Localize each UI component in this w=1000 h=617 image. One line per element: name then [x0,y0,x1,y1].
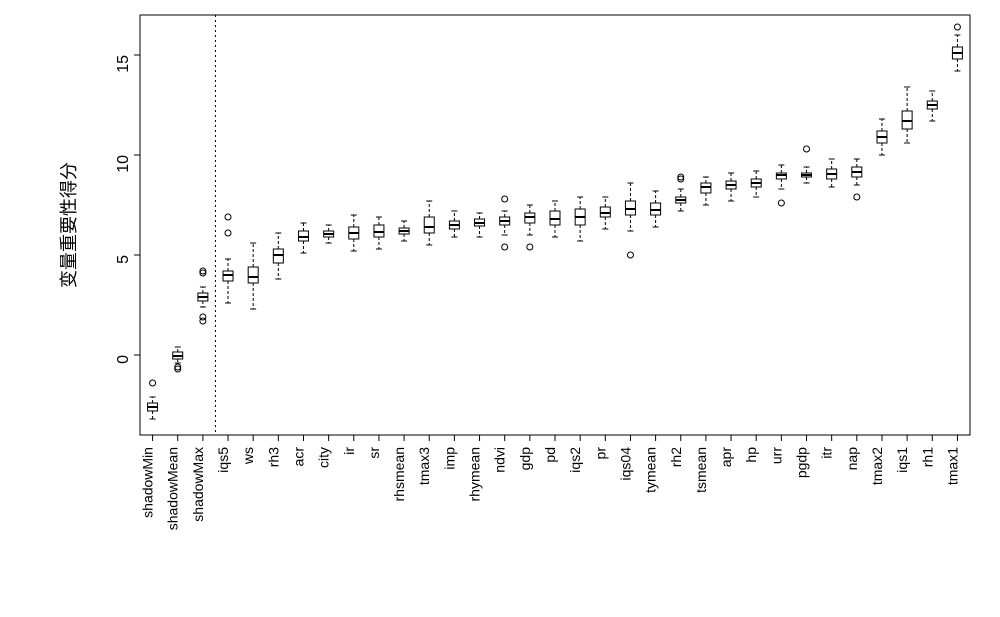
box [852,159,862,200]
box [952,24,962,71]
x-tick-label: iqs04 [617,447,633,481]
x-tick-label: pgdp [794,447,810,478]
box [902,87,912,143]
x-tick-label: iqs2 [567,447,583,473]
box [625,183,635,258]
x-tick-label: sr [366,447,382,459]
box [676,174,686,211]
x-tick-label: tymean [643,447,659,493]
box [802,146,812,183]
x-tick-label: imp [441,447,457,470]
box [198,268,208,324]
box [827,159,837,187]
x-tick-label: apr [718,447,734,468]
x-tick-label: hp [743,447,759,463]
box [449,211,459,237]
box [651,191,661,227]
y-tick-label: 0 [115,355,132,364]
x-tick-label: pd [542,447,558,463]
x-tick-label: itr [819,447,835,459]
x-tick-label: rhsmean [391,447,407,501]
box [550,201,560,237]
x-tick-label: iqs5 [215,447,231,473]
box [223,214,233,303]
x-tick-label: ir [341,447,357,455]
box [248,243,258,309]
x-tick-label: rh2 [668,447,684,467]
x-tick-label: shadowMin [140,447,156,518]
box [701,177,711,205]
box [776,165,786,206]
x-tick-label: ws [240,447,256,465]
x-tick-label: rh3 [265,447,281,467]
box [525,205,535,250]
x-tick-label: city [316,447,332,468]
x-tick-label: tmax3 [416,447,432,485]
box [273,233,283,279]
x-tick-label: shadowMean [165,447,181,530]
x-tick-label: tsmean [693,447,709,493]
x-tick-label: pr [592,447,608,460]
x-tick-label: rh1 [919,447,935,467]
box [349,215,359,251]
x-tick-label: ndvi [492,447,508,473]
box [399,221,409,241]
box [324,225,334,243]
y-tick-label: 5 [115,255,132,264]
box [877,119,887,155]
box [500,196,510,250]
box [575,197,585,241]
box [600,197,610,229]
box [475,213,485,237]
box [173,347,183,372]
box [148,380,158,419]
box [726,173,736,201]
box [374,217,384,249]
x-tick-label: tmax2 [869,447,885,485]
box [424,201,434,245]
y-tick-label: 15 [115,55,132,73]
y-axis-label: 变量重要性得分 [59,162,79,288]
x-tick-label: rhymean [467,447,483,501]
x-tick-label: shadowMax [190,447,206,522]
x-tick-label: iqs1 [894,447,910,473]
x-tick-label: tmax1 [944,447,960,485]
boxplot-chart: 0 5 10 15 变量重要性得分 shadowMin shadowMean shadowMa… [0,0,1000,617]
x-tick-label: nap [844,447,860,471]
box [298,223,308,253]
x-tick-label: acr [290,447,306,467]
box [927,91,937,121]
y-tick-label: 10 [115,155,132,173]
x-tick-label: urr [768,447,784,464]
x-tick-label: gdp [517,447,533,471]
box [751,171,761,197]
